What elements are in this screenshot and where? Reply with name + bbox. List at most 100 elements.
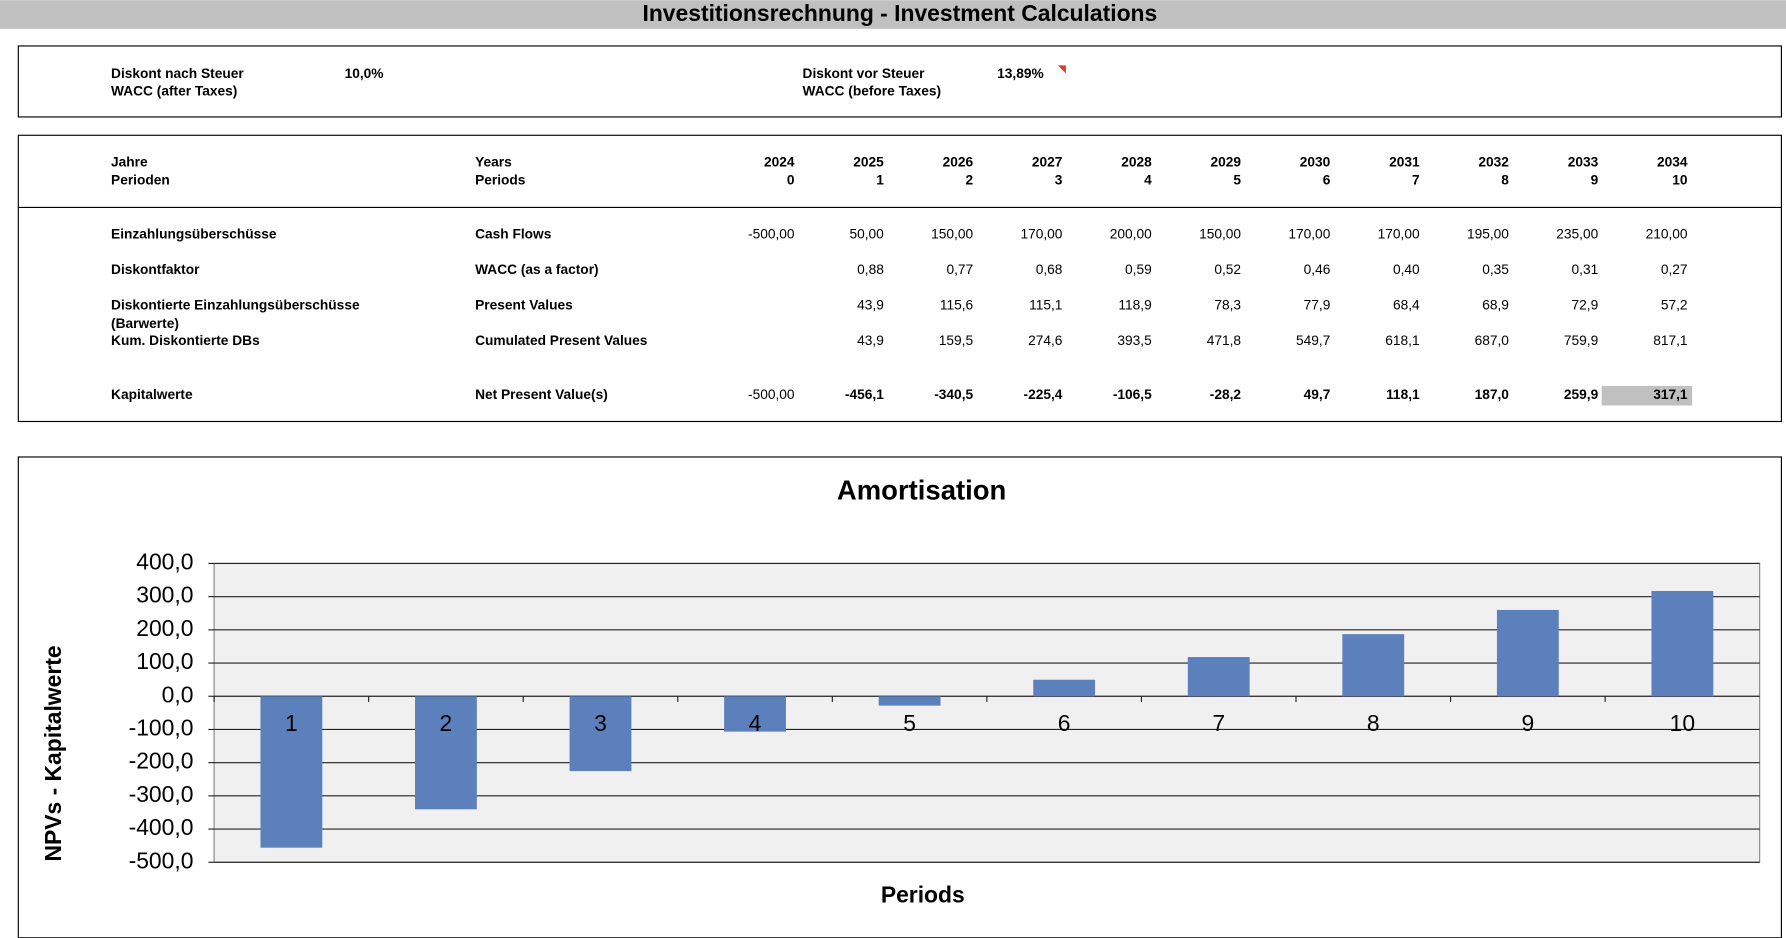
row-label: Diskontierte Einzahlungsüberschüsse xyxy=(111,297,360,312)
cell: 68,4 xyxy=(1393,297,1420,312)
row-label: Diskontfaktor xyxy=(111,262,200,277)
x-tick-label: 9 xyxy=(1521,710,1534,736)
param-label: Diskont vor Steuer xyxy=(803,66,926,81)
column-header: 0 xyxy=(787,173,795,188)
bar xyxy=(415,696,477,810)
column-header: 4 xyxy=(1144,173,1152,188)
column-header: 2030 xyxy=(1300,154,1331,169)
page-title: Investitionsrechnung - Investment Calcul… xyxy=(642,0,1157,26)
x-axis-label: Periods xyxy=(881,882,965,908)
cell: -500,00 xyxy=(748,226,795,241)
column-header: 2029 xyxy=(1211,154,1242,169)
title-bar xyxy=(0,0,1786,29)
row-label: Years xyxy=(475,154,512,169)
row-label: Kapitalwerte xyxy=(111,387,193,402)
y-axis-label: NPVs - Kapitalwerte xyxy=(40,645,66,861)
cell: 68,9 xyxy=(1482,297,1509,312)
row-label: WACC (as a factor) xyxy=(475,262,599,277)
cell: 170,00 xyxy=(1020,226,1062,241)
column-header: 6 xyxy=(1323,173,1331,188)
column-header: 2026 xyxy=(943,154,974,169)
row-label: Periods xyxy=(475,173,526,188)
row-label: Jahre xyxy=(111,154,148,169)
row-label: Present Values xyxy=(475,297,573,312)
cell: 200,00 xyxy=(1110,226,1152,241)
bar xyxy=(724,696,786,732)
column-header: 2024 xyxy=(764,154,795,169)
row-label: Einzahlungsüberschüsse xyxy=(111,226,277,241)
cell: -106,5 xyxy=(1113,387,1152,402)
param-value: 13,89% xyxy=(997,66,1044,81)
cell: 0,77 xyxy=(946,262,973,277)
bar xyxy=(878,696,941,706)
cell: -225,4 xyxy=(1024,387,1063,402)
column-header: 2034 xyxy=(1657,154,1688,169)
param-label: Diskont nach Steuer xyxy=(111,66,244,81)
row-label: (Barwerte) xyxy=(111,316,179,331)
cell: 0,27 xyxy=(1661,262,1688,277)
cell: 393,5 xyxy=(1117,333,1152,348)
cell: 195,00 xyxy=(1467,226,1509,241)
row-label: Cumulated Present Values xyxy=(475,333,648,348)
cell: 115,1 xyxy=(1029,297,1062,312)
cell: 77,9 xyxy=(1304,297,1331,312)
y-tick-label: 200,0 xyxy=(136,615,193,641)
cell: 0,46 xyxy=(1304,262,1331,277)
cell: 817,1 xyxy=(1653,333,1687,348)
row-label: Perioden xyxy=(111,173,170,188)
row-label: Cash Flows xyxy=(475,226,552,241)
y-tick-label: 400,0 xyxy=(136,548,193,574)
x-tick-label: 7 xyxy=(1212,710,1225,736)
cell: 0,40 xyxy=(1393,262,1420,277)
column-header: 1 xyxy=(876,173,884,188)
column-header: 2033 xyxy=(1568,154,1599,169)
column-header: 10 xyxy=(1672,173,1688,188)
cell: 118,1 xyxy=(1386,387,1420,402)
y-tick-label: 0,0 xyxy=(162,681,194,707)
cell: 471,8 xyxy=(1207,333,1242,348)
cell: 0,59 xyxy=(1125,262,1152,277)
x-tick-label: 4 xyxy=(749,710,762,736)
parameter-box xyxy=(17,45,1782,118)
y-tick-label: 300,0 xyxy=(136,582,193,608)
cell: -340,5 xyxy=(934,387,973,402)
column-header: 2 xyxy=(966,173,974,188)
column-header: 3 xyxy=(1055,173,1063,188)
param-value: 10,0% xyxy=(345,66,384,81)
row-label: Net Present Value(s) xyxy=(475,387,608,402)
x-tick-label: 2 xyxy=(440,710,453,736)
chart: -500,0 -400,0 -300,0 -200,0 -100,0 0,0 100,0 20… xyxy=(129,548,1760,873)
x-tick-label: 6 xyxy=(1058,710,1071,736)
cell: 159,5 xyxy=(939,333,974,348)
bar xyxy=(1496,609,1559,697)
x-tick-label: 8 xyxy=(1367,710,1380,736)
x-tick-label: 1 xyxy=(285,710,298,736)
cell: 78,3 xyxy=(1214,297,1241,312)
cell: 115,6 xyxy=(940,297,974,312)
highlight-cell xyxy=(1601,385,1693,406)
cell: 259,9 xyxy=(1564,387,1599,402)
cell: 0,35 xyxy=(1482,262,1509,277)
y-tick-label: 100,0 xyxy=(136,648,193,674)
table-box xyxy=(17,134,1782,423)
column-header: 9 xyxy=(1591,173,1599,188)
cell: 43,9 xyxy=(857,297,884,312)
cell: 49,7 xyxy=(1304,387,1331,402)
cell: 57,2 xyxy=(1661,297,1688,312)
cell: 72,9 xyxy=(1572,297,1599,312)
bar xyxy=(1187,657,1250,697)
cell: 549,7 xyxy=(1296,333,1330,348)
row-label: Kum. Diskontierte DBs xyxy=(111,333,260,348)
y-tick-label: -100,0 xyxy=(129,715,194,741)
table: Jahre Years 2024 2025 2026 2027 2028 2029 2030 20… xyxy=(111,154,1688,401)
comment-marker xyxy=(1057,65,1066,74)
cell: 0,68 xyxy=(1036,262,1063,277)
cell: 50,00 xyxy=(849,226,884,241)
cell: 0,52 xyxy=(1214,262,1241,277)
cell: 235,00 xyxy=(1556,226,1598,241)
bar xyxy=(569,696,632,772)
x-tick-label: 5 xyxy=(903,710,916,736)
cell: 759,9 xyxy=(1564,333,1598,348)
cell: 274,6 xyxy=(1028,333,1063,348)
cell: 317,1 xyxy=(1653,387,1688,402)
